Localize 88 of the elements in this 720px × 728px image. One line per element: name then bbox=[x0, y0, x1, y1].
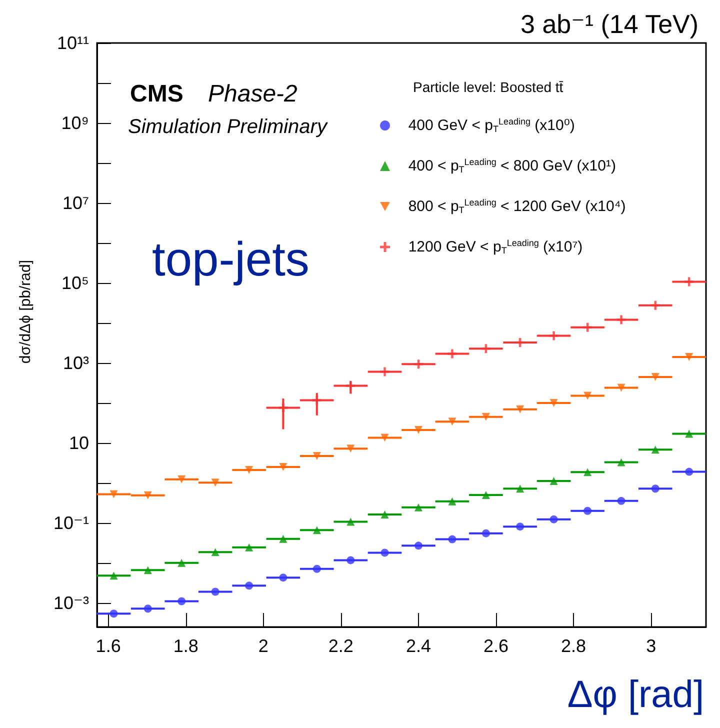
point bbox=[651, 484, 660, 493]
point bbox=[584, 468, 592, 476]
point bbox=[482, 529, 490, 538]
y-tick-label: 10¹¹ bbox=[56, 33, 89, 53]
point bbox=[584, 392, 592, 400]
point bbox=[482, 412, 490, 421]
point bbox=[110, 490, 118, 498]
point bbox=[380, 548, 389, 557]
point bbox=[616, 315, 626, 324]
point bbox=[651, 446, 660, 454]
point bbox=[312, 526, 321, 534]
point bbox=[482, 490, 490, 499]
point bbox=[685, 430, 694, 438]
x-tick-label: 2.4 bbox=[406, 636, 431, 656]
point bbox=[178, 597, 186, 606]
y-tick-label: 10⁻³ bbox=[53, 592, 89, 613]
point bbox=[211, 478, 220, 487]
legend-title: Particle level: Boosted tt̄ bbox=[413, 79, 564, 95]
point bbox=[448, 535, 456, 544]
point bbox=[346, 556, 355, 564]
point bbox=[178, 475, 186, 484]
point bbox=[110, 572, 118, 580]
chart-title: 3 ab⁻¹ (14 TeV) bbox=[520, 9, 699, 39]
point bbox=[380, 434, 389, 442]
point bbox=[380, 510, 389, 519]
point bbox=[617, 496, 626, 505]
point bbox=[245, 582, 254, 590]
point bbox=[448, 497, 456, 506]
point bbox=[685, 352, 694, 361]
point bbox=[279, 534, 288, 543]
y-axis-title: dσ/dΔϕ [pb/rad] bbox=[17, 260, 34, 364]
point bbox=[312, 452, 321, 460]
point bbox=[414, 542, 422, 550]
point bbox=[584, 506, 592, 515]
legend-label: 800 < pTLeading < 1200 GeV (x10⁴) bbox=[408, 198, 626, 215]
point bbox=[414, 503, 422, 512]
annotation: Simulation Preliminary bbox=[128, 116, 328, 138]
x-tick-label: 2.8 bbox=[561, 636, 586, 656]
point bbox=[346, 444, 355, 453]
annotation: Phase-2 bbox=[208, 80, 298, 108]
y-tick-label: 10⁻¹ bbox=[53, 512, 89, 533]
point bbox=[516, 522, 524, 531]
y-tick-label: 10³ bbox=[62, 352, 90, 373]
y-tick-label: 10⁵ bbox=[62, 272, 89, 293]
point bbox=[245, 543, 254, 552]
point bbox=[279, 574, 288, 582]
x-tick-label: 2.2 bbox=[328, 636, 354, 656]
point bbox=[312, 564, 321, 573]
point bbox=[346, 381, 356, 390]
point bbox=[414, 426, 422, 434]
legend-label: 400 GeV < pTLeading (x10⁰) bbox=[408, 116, 575, 134]
point bbox=[211, 588, 220, 596]
point bbox=[550, 476, 558, 485]
point bbox=[279, 463, 288, 472]
point bbox=[617, 384, 626, 392]
annotation: top-jets bbox=[152, 234, 310, 286]
point bbox=[346, 518, 355, 526]
point bbox=[211, 548, 220, 556]
x-tick-label: 2 bbox=[258, 636, 268, 656]
point bbox=[617, 458, 626, 466]
y-tick-label: 10⁷ bbox=[62, 192, 89, 213]
point bbox=[549, 331, 558, 340]
point bbox=[516, 405, 524, 414]
point bbox=[550, 398, 558, 407]
point bbox=[380, 367, 390, 376]
x-tick-label: 2.6 bbox=[484, 636, 509, 656]
legend-label: 400 < pTLeading < 800 GeV (x10¹) bbox=[408, 157, 616, 174]
point bbox=[516, 484, 524, 493]
point bbox=[550, 515, 558, 524]
point bbox=[245, 466, 254, 474]
point bbox=[448, 418, 456, 426]
x-tick-label: 3 bbox=[646, 636, 656, 656]
x-tick-label: 1.8 bbox=[173, 636, 198, 656]
point bbox=[448, 349, 457, 358]
point bbox=[685, 468, 694, 476]
point bbox=[110, 610, 118, 618]
x-tick-label: 1.6 bbox=[96, 636, 121, 656]
point bbox=[278, 403, 288, 412]
point bbox=[178, 558, 186, 567]
annotation: CMS bbox=[130, 80, 184, 108]
y-tick-label: 10 bbox=[68, 432, 89, 453]
point bbox=[144, 491, 152, 500]
point bbox=[144, 604, 152, 613]
point bbox=[651, 372, 660, 381]
point bbox=[144, 566, 152, 574]
legend-label: 1200 GeV < pTLeading (x10⁷) bbox=[408, 238, 583, 256]
y-tick-label: 10⁹ bbox=[61, 112, 89, 133]
x-axis-title: Δφ [rad] bbox=[567, 674, 704, 716]
